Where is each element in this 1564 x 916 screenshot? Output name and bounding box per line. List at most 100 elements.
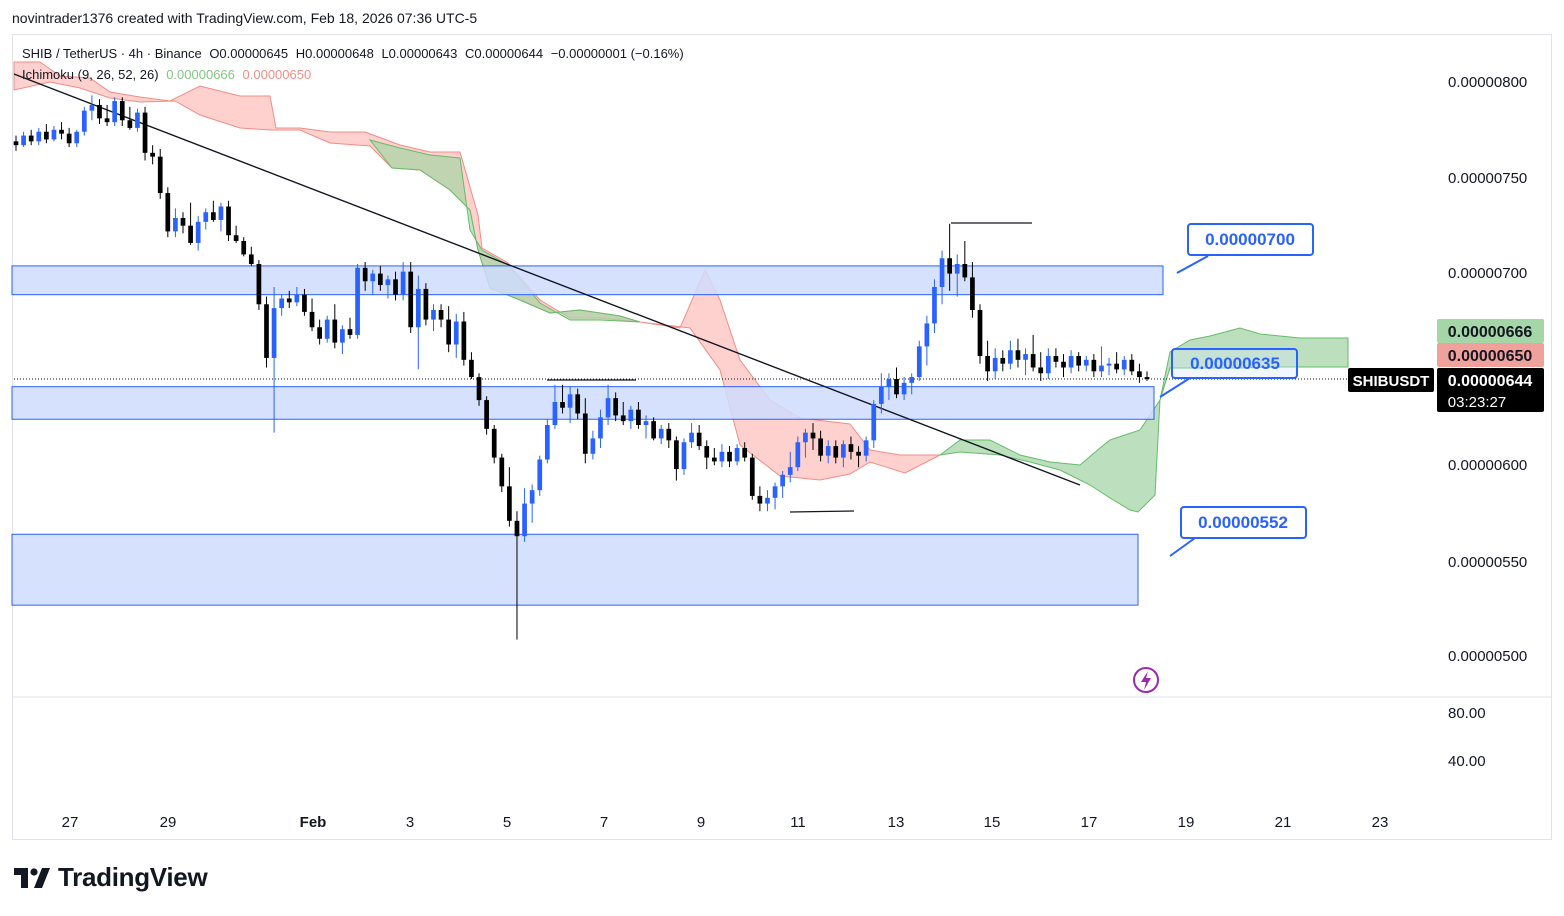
candle	[666, 423, 672, 448]
candle-body	[1053, 356, 1059, 362]
candle	[916, 340, 922, 381]
candle-body	[947, 258, 952, 274]
candle	[317, 319, 322, 345]
candle-body	[985, 356, 990, 372]
candle-body	[590, 438, 596, 454]
candle-body	[613, 398, 619, 416]
candle	[248, 246, 254, 266]
candle	[598, 409, 603, 448]
candle	[871, 400, 877, 448]
candle-body	[44, 131, 49, 140]
candle-body	[370, 273, 376, 282]
candle-body	[1144, 377, 1150, 379]
candle-body	[188, 225, 193, 243]
candle-body	[1000, 357, 1006, 364]
candle	[461, 311, 467, 366]
candle	[651, 417, 656, 441]
ichimoku-b-label: 0.00000650	[1437, 343, 1544, 367]
candle-body	[757, 495, 763, 504]
candle-body	[340, 329, 345, 343]
candle	[453, 313, 459, 358]
candle	[1083, 356, 1089, 372]
candle	[841, 440, 846, 468]
candle-body	[582, 413, 588, 454]
candle-body	[734, 448, 740, 462]
candle	[992, 348, 998, 379]
time-tick: 19	[1178, 814, 1195, 831]
marker-low[interactable]	[789, 510, 855, 513]
candle-body	[195, 221, 201, 243]
lightning-icon[interactable]	[1133, 667, 1159, 693]
candle	[218, 202, 224, 232]
candle-body	[962, 264, 968, 278]
time-axis[interactable]: 27 29 Feb 3 5 7 9 11 13 15 17 19 21 23	[62, 814, 1389, 831]
cloud-bull-segment-late	[939, 327, 1349, 513]
sr-zone[interactable]	[11, 265, 1164, 296]
symbol-tag[interactable]: SHIBUSDT	[1348, 368, 1434, 392]
candle-body	[681, 442, 687, 470]
descending-trendline[interactable]	[13, 73, 1081, 486]
candle	[112, 97, 118, 126]
legend-indicator[interactable]: Ichimoku (9, 26, 52, 26) 0.00000666 0.00…	[22, 67, 311, 82]
candle-body	[431, 310, 436, 320]
candle	[787, 451, 793, 483]
callout-mid-text: 0.00000635	[1190, 354, 1280, 373]
candle	[742, 442, 748, 462]
price-axis[interactable]: 0.00000800 0.00000750 0.00000700 0.00000…	[1448, 74, 1527, 665]
candle-body	[66, 133, 72, 144]
candle-body	[74, 131, 80, 144]
candle	[522, 488, 527, 542]
candle	[271, 287, 277, 433]
candle	[848, 436, 854, 460]
callout-low[interactable]: 0.00000552	[1169, 506, 1307, 557]
time-tick: 15	[984, 814, 1001, 831]
legend-indicator-name[interactable]: Ichimoku (9, 26, 52, 26)	[22, 67, 159, 82]
candle	[947, 223, 952, 291]
chart-frame[interactable]	[12, 34, 1552, 840]
candle-body	[1061, 361, 1066, 368]
candle	[294, 287, 300, 307]
candle	[719, 444, 725, 468]
candle-body	[499, 457, 505, 487]
candle-body	[894, 379, 899, 395]
candle-body	[476, 377, 482, 401]
candle	[28, 129, 34, 146]
callout-mid[interactable]: 0.00000635	[1159, 348, 1298, 398]
candle-body	[856, 451, 861, 456]
sr-zone[interactable]	[11, 533, 1139, 606]
candle-body	[264, 304, 269, 358]
candle	[1045, 348, 1051, 379]
candle	[44, 124, 49, 144]
time-tick: 11	[790, 814, 806, 831]
candle	[302, 288, 307, 316]
legend-ichimoku-val2: 0.00000650	[242, 67, 312, 82]
callout-high-pointer	[1176, 255, 1209, 274]
oscillator-axis[interactable]: 80.00 40.00	[1448, 705, 1486, 770]
candle-body	[567, 394, 573, 408]
legend-symbol[interactable]: SHIB / TetherUS · 4h · Binance	[22, 46, 202, 61]
candle-body	[689, 432, 694, 443]
candle	[818, 430, 823, 462]
candle-body	[446, 319, 452, 345]
candle	[560, 384, 565, 414]
candle-body	[400, 271, 406, 295]
candle-body	[1106, 363, 1112, 366]
candle	[393, 271, 398, 301]
candle-body	[97, 104, 102, 119]
price-tick: 0.00000700	[1448, 265, 1527, 282]
candle-body	[878, 386, 884, 404]
callout-high[interactable]: 0.00000700	[1176, 223, 1314, 274]
tradingview-brand[interactable]: TradingView	[14, 862, 208, 893]
candle-body	[218, 206, 224, 220]
candle	[1129, 354, 1135, 376]
candle-body	[711, 457, 717, 462]
candle-body	[742, 448, 748, 458]
candle	[309, 298, 315, 332]
candle	[21, 131, 26, 148]
candle-body	[59, 129, 64, 134]
candle-body	[309, 311, 315, 328]
candle-body	[507, 486, 512, 521]
candle-body	[954, 264, 960, 274]
legend-ohlc[interactable]: SHIB / TetherUS · 4h · Binance O0.000006…	[22, 46, 684, 61]
